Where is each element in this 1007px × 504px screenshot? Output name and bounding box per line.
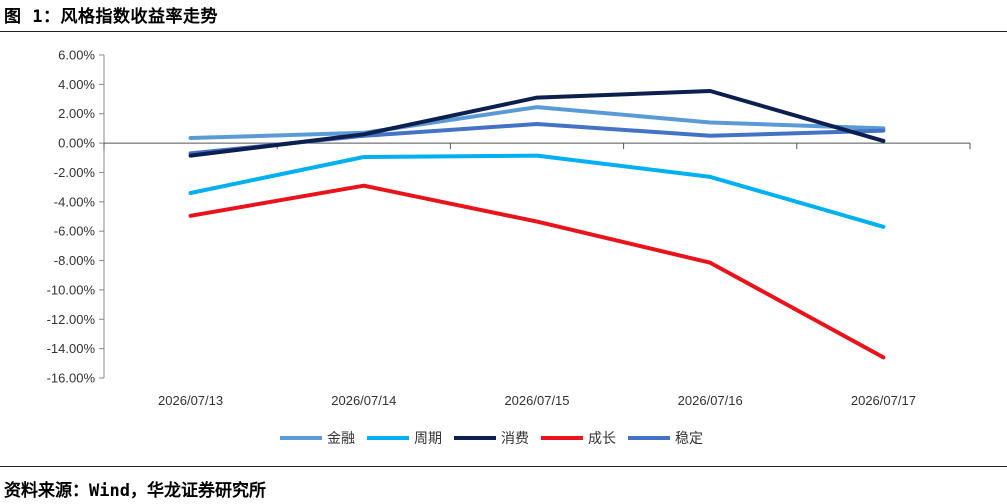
series-line-周期 [188,153,886,229]
y-tick-label: 6.00% [58,48,95,63]
legend-label: 消费 [501,431,529,447]
x-axis: 2026/07/13 2026/07/14 2026/07/15 2026/07/16… [103,142,971,408]
y-tick-label: 0.00% [58,136,95,151]
legend-label: 金融 [327,431,355,447]
x-tick-label: 2026/07/13 [158,393,223,408]
y-tick-label: -2.00% [54,165,96,180]
y-tick-label: 2.00% [58,106,95,121]
y-tick-label: -16.00% [47,371,96,386]
y-tick-label: -12.00% [47,312,96,327]
series-line-消费 [188,89,886,158]
legend-label: 成长 [588,431,616,447]
y-tick-label: -6.00% [54,224,96,239]
x-tick-label: 2026/07/15 [504,393,569,408]
line-chart: 6.00% 4.00% 2.00% 0.00% -2.00% -4.00% -6.00% -8… [47,48,971,447]
bottom-rule [0,466,1007,467]
series-line-成长 [188,183,886,360]
series-line-稳定 [188,122,886,156]
y-tick-label: -14.00% [47,341,96,356]
y-tick-label: -8.00% [54,253,96,268]
legend-label: 稳定 [675,431,703,447]
x-tick-label: 2026/07/17 [851,393,916,408]
series-line-金融 [188,105,886,140]
legend-label: 周期 [414,431,442,447]
figure-title: 图 1：风格指数收益率走势 [4,7,218,27]
legend: 金融 周期 消费 成长 稳定 [280,431,703,447]
series-layer [188,89,886,360]
source-note: 资料来源：Wind，华龙证券研究所 [4,481,266,501]
y-tick-label: -10.00% [47,282,96,297]
x-tick-label: 2026/07/16 [678,393,743,408]
y-tick-label: -4.00% [54,194,96,209]
x-tick-label: 2026/07/14 [331,393,396,408]
y-axis: 6.00% 4.00% 2.00% 0.00% -2.00% -4.00% -6.00% -8… [47,48,105,386]
y-tick-label: 4.00% [58,77,95,92]
top-rule [0,31,1007,32]
